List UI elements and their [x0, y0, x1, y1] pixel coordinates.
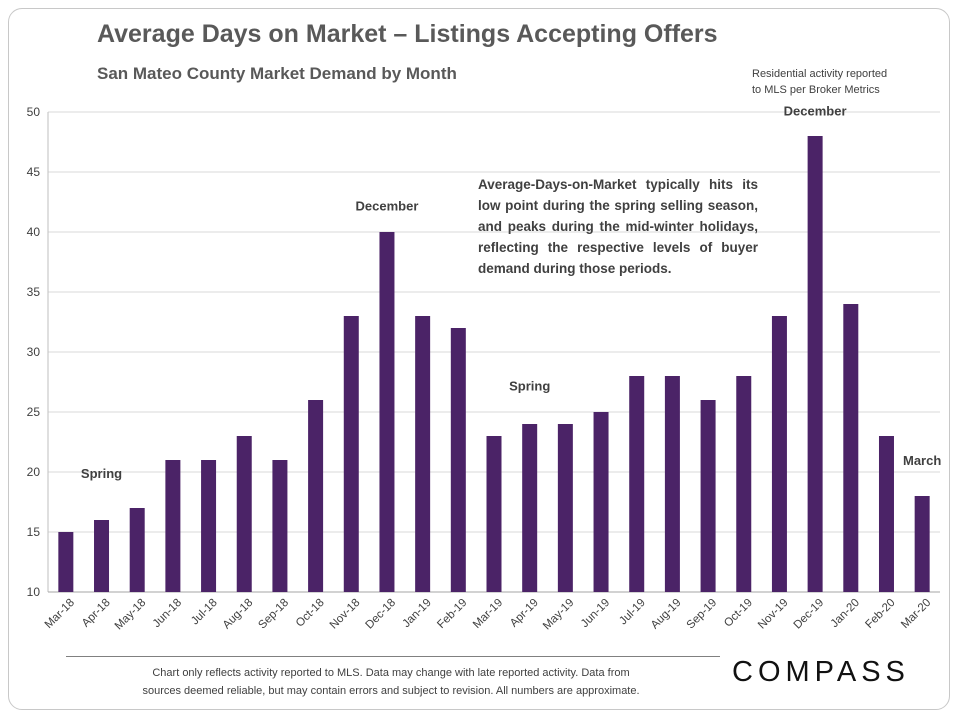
y-tick-label: 35: [27, 285, 41, 299]
x-tick-label: Mar-18: [43, 597, 77, 631]
x-tick-label: Sep-18: [256, 597, 291, 632]
bar: [807, 136, 823, 592]
x-tick-label: Nov-18: [328, 597, 363, 632]
bar: [165, 460, 181, 592]
bar: [343, 316, 359, 592]
annotation-label: December: [784, 104, 847, 119]
annotation-label: December: [356, 198, 419, 213]
chart-explanation-text: Average-Days-on-Market typically hits it…: [478, 177, 758, 276]
bar: [664, 376, 680, 592]
x-tick-label: Feb-20: [863, 597, 897, 631]
y-tick-label: 45: [27, 165, 41, 179]
x-tick-label: Jul-19: [617, 597, 648, 628]
x-tick-label: Oct-18: [294, 597, 327, 630]
x-tick-label: Sep-19: [685, 597, 720, 632]
x-tick-label: Jul-18: [189, 597, 220, 628]
y-tick-label: 40: [27, 225, 41, 239]
bar: [629, 376, 645, 592]
bar: [593, 412, 609, 592]
bar: [486, 436, 502, 592]
y-tick-label: 25: [27, 405, 41, 419]
y-tick-label: 50: [27, 105, 41, 119]
bar: [736, 376, 752, 592]
x-tick-label: Mar-19: [471, 597, 505, 631]
bar: [771, 316, 787, 592]
x-tick-label: Apr-18: [80, 597, 113, 630]
annotation-label: Spring: [509, 378, 550, 393]
x-tick-label: Dec-19: [792, 597, 827, 632]
y-tick-label: 20: [27, 465, 41, 479]
bar: [272, 460, 288, 592]
slide-frame: [8, 8, 950, 710]
x-tick-label: Mar-20: [899, 597, 933, 631]
annotation-label: Spring: [81, 466, 122, 481]
compass-logo: COMPASS: [732, 656, 910, 688]
footnote: Chart only reflects activity reported to…: [142, 667, 640, 697]
bar: [700, 400, 716, 592]
x-tick-label: Oct-19: [722, 597, 755, 630]
y-tick-label: 15: [27, 525, 41, 539]
x-tick-label: Aug-19: [649, 597, 684, 632]
bar: [522, 424, 538, 592]
annotation-label: March: [903, 453, 941, 468]
chart-title: Average Days on Market – Listings Accept…: [97, 20, 718, 48]
x-tick-label: May-19: [541, 597, 577, 633]
source-note: Residential activity reported to MLS per…: [752, 68, 888, 96]
y-tick-label: 30: [27, 345, 41, 359]
x-tick-label: Feb-19: [435, 597, 469, 631]
y-tick-label: 10: [27, 585, 41, 599]
bar: [201, 460, 217, 592]
chart-subtitle: San Mateo County Market Demand by Month: [97, 64, 457, 83]
x-tick-label: Jan-20: [829, 597, 862, 630]
bar: [557, 424, 573, 592]
x-tick-label: Jun-19: [579, 597, 612, 630]
x-tick-label: Apr-19: [508, 597, 541, 630]
footer-divider: [66, 656, 720, 657]
x-tick-label: Jun-18: [151, 597, 184, 630]
bar: [308, 400, 324, 592]
x-tick-label: Nov-19: [756, 597, 791, 632]
bar: [415, 316, 431, 592]
bar: [94, 520, 110, 592]
bar: [843, 304, 859, 592]
bar: [914, 496, 930, 592]
bar: [878, 436, 894, 592]
x-tick-label: May-18: [113, 597, 149, 633]
x-tick-label: Aug-18: [221, 597, 256, 632]
bar: [450, 328, 466, 592]
x-tick-label: Dec-18: [363, 597, 398, 632]
bar: [236, 436, 252, 592]
bar: [129, 508, 145, 592]
bar: [379, 232, 395, 592]
bar: [58, 532, 74, 592]
x-tick-label: Jan-19: [400, 597, 433, 630]
